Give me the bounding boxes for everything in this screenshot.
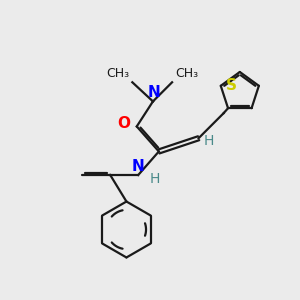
- Text: CH₃: CH₃: [106, 67, 129, 80]
- Text: CH₃: CH₃: [175, 67, 198, 80]
- Text: N: N: [132, 159, 145, 174]
- Text: N: N: [148, 85, 161, 100]
- Text: S: S: [226, 78, 237, 93]
- Text: O: O: [117, 116, 130, 131]
- Text: H: H: [204, 134, 214, 148]
- Text: H: H: [149, 172, 160, 186]
